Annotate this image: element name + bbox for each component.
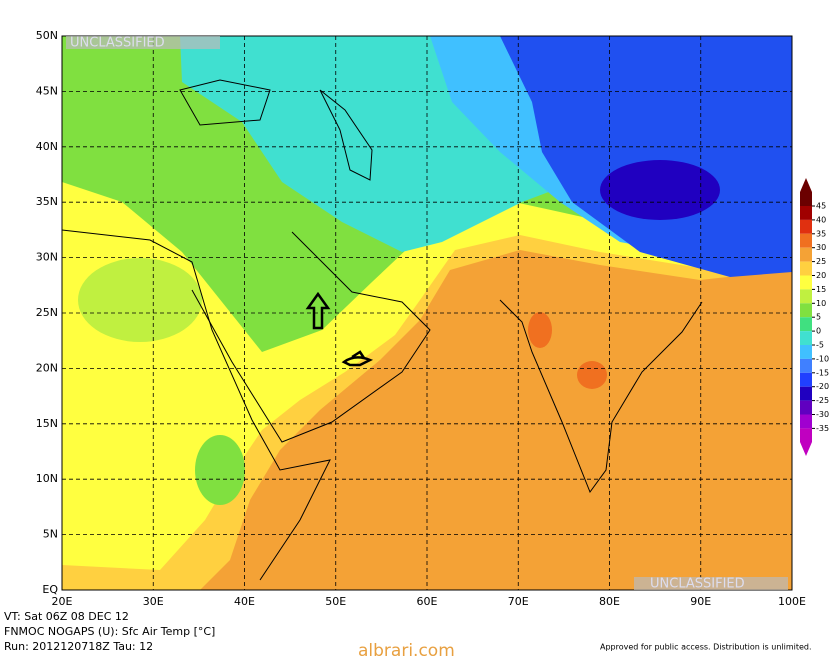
lat-label: 40N: [36, 140, 58, 153]
lon-label: 90E: [690, 595, 711, 608]
field-dark-blue: [600, 160, 720, 220]
boat-icon: [341, 350, 374, 367]
colorbar-label: 0: [816, 327, 821, 336]
run-info: Run: 2012120718Z Tau: 12: [4, 640, 153, 653]
colorbar-swatch: [800, 358, 812, 373]
colorbar-label: 25: [816, 257, 826, 266]
colorbar-label: 35: [816, 229, 826, 238]
field-ethiopia: [195, 435, 245, 505]
approval: Approved for public access. Distribution…: [600, 643, 812, 652]
watermark: albrari.com: [358, 641, 455, 660]
valid-time: VT: Sat 06Z 08 DEC 12: [4, 610, 129, 623]
colorbar-label: -15: [816, 368, 829, 377]
classification-bottom: UNCLASSIFIED: [650, 577, 745, 592]
colorbar-label: 20: [816, 271, 826, 280]
colorbar-swatch: [800, 414, 812, 429]
lon-label: 40E: [234, 595, 255, 608]
colorbar-label: 15: [816, 285, 826, 294]
lon-label: 60E: [417, 595, 438, 608]
lon-label: 20E: [52, 595, 73, 608]
colorbar-swatch: [800, 261, 812, 276]
arrow-icon: [305, 291, 331, 330]
lat-label: 45N: [36, 84, 58, 97]
lat-label: 15N: [36, 417, 58, 430]
label-box: [634, 577, 788, 590]
lat-label: 30N: [36, 251, 58, 264]
colorbar-label: 30: [816, 243, 826, 252]
map-frame: [61, 35, 793, 591]
coast-caspian: [319, 89, 373, 181]
product: FNMOC NOGAPS (U): Sfc Air Temp [°C]: [4, 625, 215, 638]
lat-label: 35N: [36, 195, 58, 208]
colorbar-swatch: [800, 345, 812, 359]
colorbar-label: 10: [816, 299, 826, 308]
field-hot-spot: [577, 361, 607, 389]
colorbar: 45 40 35 30 25 20 15 10 5 0 -5 -10 -15 -20 -25 -30 -35: [800, 178, 829, 456]
coast-india: [499, 299, 703, 494]
lat-label: 20N: [36, 361, 58, 374]
colorbar-end: [800, 178, 812, 192]
lat-label: EQ: [42, 583, 58, 596]
colorbar-label: -5: [816, 341, 824, 350]
colorbar-swatch: [800, 317, 812, 332]
colorbar-label: 40: [816, 215, 826, 224]
lat-label: 50N: [36, 29, 58, 42]
colorbar-swatch: [800, 206, 812, 220]
colorbar-swatch: [800, 400, 812, 415]
coast-black-sea: [179, 79, 271, 126]
field-hot-spot: [528, 312, 552, 348]
colorbar-label: -20: [816, 382, 829, 391]
colorbar-label: 5: [816, 313, 821, 322]
colorbar-label: 45: [816, 202, 826, 211]
colorbar-label: -25: [816, 396, 829, 405]
colorbar-label: -10: [816, 354, 829, 363]
lon-label: 50E: [325, 595, 346, 608]
lon-label: 100E: [778, 595, 806, 608]
lat-label: 5N: [43, 528, 58, 541]
colorbar-swatch: [800, 372, 812, 387]
lat-label: 25N: [36, 306, 58, 319]
colorbar-swatch: [800, 219, 812, 234]
colorbar-swatch: [800, 275, 812, 290]
colorbar-swatch: [800, 233, 812, 248]
coast-arabia: [191, 231, 431, 443]
colorbar-label: -30: [816, 410, 829, 419]
field-blue: [500, 36, 792, 277]
colorbar-swatch: [800, 247, 812, 262]
lon-label: 70E: [508, 595, 529, 608]
colorbar-swatch: [800, 192, 812, 206]
lon-label: 80E: [599, 595, 620, 608]
colorbar-swatch: [800, 331, 812, 345]
coastlines: [61, 79, 703, 581]
colorbar-end: [800, 442, 812, 456]
lat-label: 10N: [36, 472, 58, 485]
field-sahara: [78, 258, 202, 342]
coast-africa: [61, 229, 331, 581]
classification-top: UNCLASSIFIED: [70, 36, 165, 51]
colorbar-swatch: [800, 386, 812, 401]
label-box: [66, 36, 220, 49]
colorbar-swatch: [800, 303, 812, 318]
colorbar-label: -35: [816, 424, 829, 433]
lon-label: 30E: [143, 595, 164, 608]
colorbar-swatch: [800, 289, 812, 304]
colorbar-swatch: [800, 428, 812, 442]
